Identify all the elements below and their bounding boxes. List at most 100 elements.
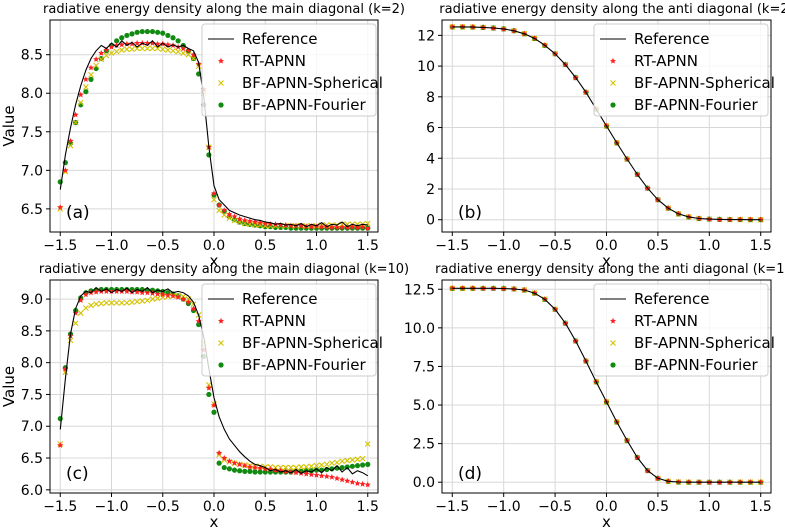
data-point [118, 47, 125, 53]
data-point [349, 463, 355, 469]
data-point [257, 465, 264, 471]
y-tick-label: 0 [426, 213, 435, 229]
y-axis-label: Value [0, 105, 18, 146]
data-point [308, 223, 315, 230]
data-point [339, 476, 346, 483]
x-tick-label: −1.5 [43, 238, 77, 254]
data-point [211, 196, 217, 203]
x-tick-label: 1.5 [357, 238, 379, 254]
legend-entry: RT-APNN [242, 52, 306, 70]
data-point [88, 302, 94, 309]
data-point [180, 295, 187, 302]
data-point [170, 47, 176, 54]
legend-marker-icon [217, 317, 225, 324]
data-point [62, 369, 69, 376]
data-point [155, 29, 161, 35]
data-point [226, 466, 232, 472]
data-point [359, 224, 366, 230]
data-point [364, 481, 371, 488]
x-tick-label: −0.5 [538, 238, 572, 254]
data-point [277, 221, 284, 228]
x-tick-label: −1.0 [95, 238, 129, 254]
data-point [257, 469, 263, 475]
y-tick-label: 12 [417, 28, 435, 44]
data-point [251, 218, 259, 225]
reference-line [452, 287, 761, 483]
legend: Reference RT-APNN BF-APNN-Spherical BF-APNN… [593, 283, 775, 377]
data-point [123, 288, 130, 295]
data-point [339, 458, 346, 465]
data-point [67, 137, 74, 144]
data-point [231, 467, 238, 473]
y-tick-label: 2.5 [413, 437, 435, 453]
data-point [134, 39, 141, 46]
y-tick-label: 7.0 [21, 163, 43, 179]
data-point [190, 51, 197, 58]
data-point [159, 291, 166, 298]
data-point [334, 459, 340, 466]
data-point [328, 473, 335, 480]
legend-entry: Reference [634, 290, 710, 308]
y-tick-label: 5.0 [413, 398, 435, 414]
data-point [333, 224, 341, 230]
data-point [354, 456, 361, 463]
data-point [93, 56, 100, 62]
data-point [216, 207, 223, 214]
legend-marker-icon [610, 102, 616, 108]
data-point [119, 35, 125, 41]
data-point [216, 460, 222, 466]
data-point [292, 469, 300, 476]
data-point [339, 464, 345, 471]
y-tick-label: 0.0 [413, 475, 435, 491]
x-tick-label: 0.0 [595, 238, 617, 254]
data-point [149, 296, 156, 302]
data-point [247, 468, 253, 474]
plot-area [449, 285, 764, 486]
legend-marker-icon [610, 340, 616, 346]
data-point [93, 62, 100, 69]
data-point [313, 462, 320, 469]
data-point [154, 45, 161, 52]
data-point [62, 167, 69, 173]
data-point [344, 477, 351, 484]
data-point [221, 464, 227, 471]
data-point [236, 461, 243, 467]
data-point [287, 468, 294, 475]
plot-area [57, 28, 371, 231]
data-point [129, 31, 135, 37]
x-tick-label: −1.0 [95, 499, 129, 515]
data-point [221, 457, 228, 463]
legend-marker-icon [218, 362, 224, 368]
data-point [262, 222, 269, 229]
legend-marker-icon [218, 340, 224, 346]
data-point [82, 305, 89, 311]
data-point [144, 45, 151, 52]
data-point [364, 441, 371, 447]
data-point [103, 52, 110, 59]
data-point [134, 29, 140, 35]
data-point [88, 76, 94, 82]
data-point [82, 291, 89, 298]
data-point [205, 384, 212, 391]
data-point [175, 38, 181, 44]
data-point [77, 297, 84, 303]
panel-label: (d) [458, 464, 482, 484]
data-point [175, 293, 182, 300]
data-point [303, 464, 310, 470]
data-point [237, 468, 243, 474]
data-point [118, 300, 125, 306]
data-point [159, 294, 166, 301]
reference-line [59, 40, 368, 228]
data-point [93, 288, 100, 295]
data-point [98, 300, 105, 307]
data-point [169, 292, 177, 299]
x-axis-label: x [210, 513, 219, 529]
legend-entry: Reference [634, 30, 710, 48]
data-point [144, 28, 150, 35]
x-tick-label: 0.0 [203, 238, 225, 254]
data-point [328, 224, 335, 230]
y-tick-label: 8.0 [21, 86, 43, 102]
data-point [339, 224, 346, 230]
data-point [252, 469, 258, 475]
data-point [318, 462, 325, 468]
